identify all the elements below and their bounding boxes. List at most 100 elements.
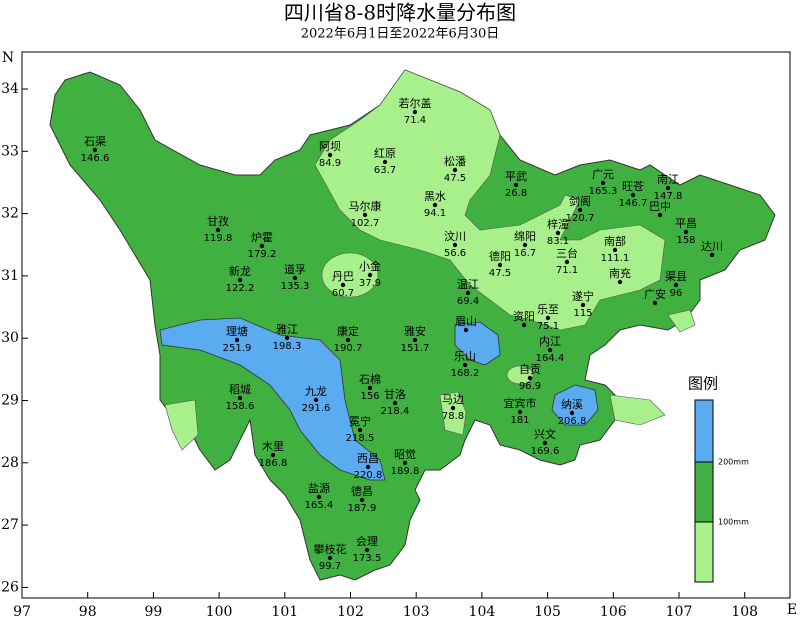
station-dot xyxy=(547,347,553,353)
station-dot xyxy=(665,185,671,191)
y-axis-label: N xyxy=(2,50,14,66)
station-value: 83.1 xyxy=(547,236,569,247)
station-dot xyxy=(313,397,319,403)
station-dot xyxy=(569,410,575,416)
x-tick-label: 102 xyxy=(337,604,364,620)
light-rain-region xyxy=(506,365,534,385)
station-dot xyxy=(259,243,265,249)
station-value: 168.2 xyxy=(451,368,480,379)
station-dot xyxy=(412,109,418,115)
station-name: 平武 xyxy=(505,170,527,183)
station-name: 丹巴 xyxy=(332,270,354,283)
station-name: 石渠 xyxy=(84,135,106,148)
station-value: 37.9 xyxy=(359,278,381,289)
station-value: 47.5 xyxy=(489,268,511,279)
y-tick-label: 34 xyxy=(1,81,19,97)
station-value: 122.2 xyxy=(226,283,255,294)
station-dot xyxy=(683,229,689,235)
station-dot xyxy=(345,337,351,343)
station-name: 广安 xyxy=(644,287,666,301)
map-subtitle: 2022年6月1日至2022年6月30日 xyxy=(301,27,500,42)
station-name: 松潘 xyxy=(444,154,466,168)
station-name: 红原 xyxy=(374,147,396,160)
station-name: 道孚 xyxy=(284,262,306,276)
station-name: 马尔康 xyxy=(349,199,382,213)
station-value: 251.9 xyxy=(223,343,252,354)
station-value: 147.8 xyxy=(654,191,683,202)
station-dot xyxy=(630,192,636,198)
station-value: 115 xyxy=(573,308,592,319)
station-dot xyxy=(462,362,468,368)
station-name: 黑水 xyxy=(424,190,446,203)
station-dot xyxy=(365,464,371,470)
station-dot xyxy=(497,262,503,268)
station-name: 炉霍 xyxy=(251,231,273,244)
station-dot xyxy=(367,385,373,391)
light-rain-region xyxy=(439,391,467,436)
station-value: 165.4 xyxy=(305,500,334,511)
station-name: 康定 xyxy=(337,324,359,338)
x-tick-label: 100 xyxy=(206,604,233,620)
station-value: 146.6 xyxy=(81,153,110,164)
station-value: 291.6 xyxy=(302,403,331,414)
station-name: 昭觉 xyxy=(394,448,416,461)
station-value: 96.9 xyxy=(519,381,541,392)
station-value: 151.7 xyxy=(401,343,430,354)
station-value: 71.1 xyxy=(556,265,578,276)
station-value: 169.6 xyxy=(531,446,560,457)
station-dot xyxy=(364,547,370,553)
station-dot xyxy=(292,275,298,281)
station-name: 理塘 xyxy=(226,324,248,338)
station-dot xyxy=(92,147,98,153)
station-name: 稻城 xyxy=(229,383,251,396)
x-tick-label: 99 xyxy=(144,604,162,620)
station-dot xyxy=(270,452,276,458)
station-value: 164.4 xyxy=(536,353,565,364)
station-value: 146.7 xyxy=(619,198,648,209)
station-value: 119.8 xyxy=(204,233,233,244)
station-value: 135.3 xyxy=(281,281,310,292)
station-value: 190.7 xyxy=(334,343,363,354)
station-value: 26.8 xyxy=(505,188,527,199)
station-dot xyxy=(657,212,663,218)
station-name: 雅江 xyxy=(276,322,298,336)
station-value: 96 xyxy=(670,288,683,299)
legend-swatch xyxy=(694,461,714,523)
station-dot xyxy=(577,207,583,213)
station-name: 西昌 xyxy=(357,452,379,465)
y-tick-label: 32 xyxy=(1,206,19,222)
station-dot xyxy=(465,290,471,296)
station-value: 111.1 xyxy=(601,253,630,264)
y-tick-label: 27 xyxy=(1,517,19,533)
station-name: 木里 xyxy=(262,440,284,453)
station-name: 温江 xyxy=(457,278,479,291)
station-value: 16.7 xyxy=(514,248,536,259)
light-rain-region xyxy=(321,252,379,298)
station-dot xyxy=(580,302,586,308)
x-tick-label: 104 xyxy=(469,604,496,620)
station-dot xyxy=(237,395,243,401)
light-rain-region xyxy=(164,399,199,451)
station-dot xyxy=(612,247,618,253)
station-name: 绵阳 xyxy=(514,229,536,243)
station-value: 56.6 xyxy=(444,248,466,259)
y-tick-label: 30 xyxy=(1,330,19,346)
station-dot xyxy=(402,460,408,466)
y-tick-label: 31 xyxy=(1,268,19,284)
station-dot xyxy=(237,277,243,283)
station-name: 盐源 xyxy=(308,481,330,495)
x-tick-label: 107 xyxy=(666,604,693,620)
x-tick-label: 98 xyxy=(79,604,97,620)
station-value: 218.4 xyxy=(381,406,410,417)
station-value: 179.2 xyxy=(248,249,277,260)
station-dot xyxy=(215,227,221,233)
legend-title: 图例 xyxy=(688,375,718,393)
legend: 图例 200mm 100mm xyxy=(688,375,749,583)
station-name: 自贡 xyxy=(519,363,541,376)
station-dot xyxy=(522,242,528,248)
station-name: 阿坝 xyxy=(319,139,341,153)
station-dot xyxy=(327,555,333,561)
x-tick-label: 97 xyxy=(13,604,31,620)
station-name: 新龙 xyxy=(229,264,251,278)
station-dot xyxy=(392,400,398,406)
